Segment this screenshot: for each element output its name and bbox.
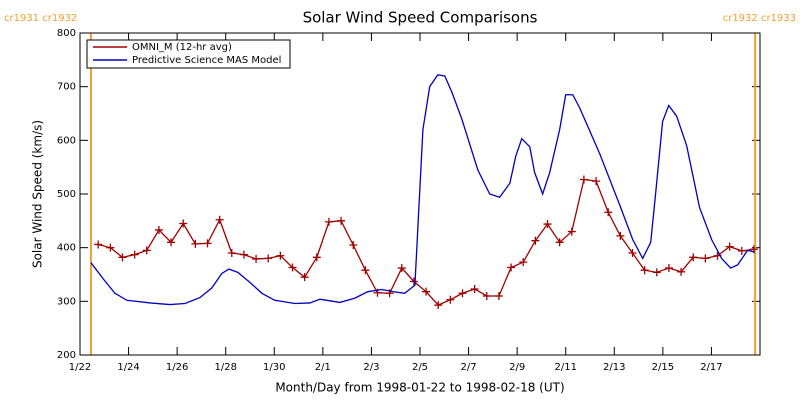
data-point [167, 238, 176, 247]
x-tick-label: 1/26 [166, 362, 188, 373]
data-point [337, 216, 346, 225]
data-point [737, 246, 746, 255]
data-point [507, 263, 516, 272]
data-point [725, 242, 734, 251]
y-tick-label: 200 [57, 350, 76, 361]
x-tick-label: 1/28 [214, 362, 236, 373]
data-point [567, 227, 576, 236]
x-tick-label: 2/17 [700, 362, 722, 373]
data-point [677, 267, 686, 276]
data-point [616, 231, 625, 240]
data-point [689, 253, 698, 262]
data-point [409, 277, 418, 286]
data-point [215, 215, 224, 224]
carrington-label: cr1932 cr1933 [723, 13, 796, 24]
data-point [94, 240, 103, 249]
x-tick-label: 2/11 [554, 362, 576, 373]
y-tick-label: 500 [57, 189, 76, 200]
data-point [664, 264, 673, 273]
x-tick-label: 2/7 [461, 362, 477, 373]
carrington-label: cr1931 cr1932 [4, 13, 77, 24]
data-point [349, 240, 358, 249]
data-point [640, 266, 649, 275]
x-tick-label: 2/9 [509, 362, 525, 373]
data-point [361, 266, 370, 275]
x-tick-label: 2/3 [363, 362, 379, 373]
legend-label: Predictive Science MAS Model [132, 55, 281, 66]
data-point [191, 239, 200, 248]
legend-box [86, 39, 291, 69]
chart-title: Solar Wind Speed Comparisons [303, 9, 538, 27]
x-axis-label: Month/Day from 1998-01-22 to 1998-02-18 … [275, 381, 564, 395]
data-point [652, 268, 661, 277]
data-point [555, 238, 564, 247]
plot-frame [79, 32, 761, 356]
x-tick-label: 1/22 [69, 362, 91, 373]
data-point [264, 254, 273, 263]
legend-label: OMNI_M (12-hr avg) [132, 42, 232, 53]
data-point [543, 220, 552, 229]
x-tick-label: 2/15 [652, 362, 674, 373]
y-axis-label: Solar Wind Speed (km/s) [31, 120, 45, 268]
data-point [324, 217, 333, 226]
series-line [90, 74, 755, 306]
data-point [227, 249, 236, 258]
data-point [118, 253, 127, 262]
data-point [579, 175, 588, 184]
data-point [288, 263, 297, 272]
data-point [300, 273, 309, 282]
data-point [470, 284, 479, 293]
data-point [422, 287, 431, 296]
data-point [239, 250, 248, 259]
data-point [458, 289, 467, 298]
data-point [106, 243, 115, 252]
x-tick-label: 2/13 [603, 362, 625, 373]
data-point [592, 177, 601, 186]
data-point [628, 249, 637, 258]
data-point [482, 291, 491, 300]
x-tick-label: 1/24 [117, 362, 139, 373]
plot-area: 200 300 400 500 600 700 800 1/22 1/24 1/26 1/28 1/3… [57, 28, 760, 373]
data-point [446, 295, 455, 304]
y-tick-label: 700 [57, 82, 76, 93]
x-tick-label: 1/30 [263, 362, 285, 373]
y-tick-label: 300 [57, 296, 76, 307]
data-point [494, 291, 503, 300]
data-point [434, 301, 443, 310]
data-point [130, 250, 139, 259]
data-point [276, 251, 285, 260]
x-tick-label: 2/1 [315, 362, 331, 373]
data-point [312, 253, 321, 262]
data-point [142, 246, 151, 255]
y-tick-label: 400 [57, 243, 76, 254]
y-tick-label: 600 [57, 135, 76, 146]
data-point [397, 264, 406, 273]
data-point [531, 236, 540, 245]
data-point [154, 225, 163, 234]
data-point [701, 254, 710, 263]
y-tick-label: 800 [57, 28, 76, 39]
x-tick-label: 2/5 [412, 362, 428, 373]
data-point [203, 239, 212, 248]
data-point [519, 258, 528, 267]
data-point [252, 254, 261, 263]
data-point [179, 219, 188, 228]
data-point [604, 208, 613, 217]
